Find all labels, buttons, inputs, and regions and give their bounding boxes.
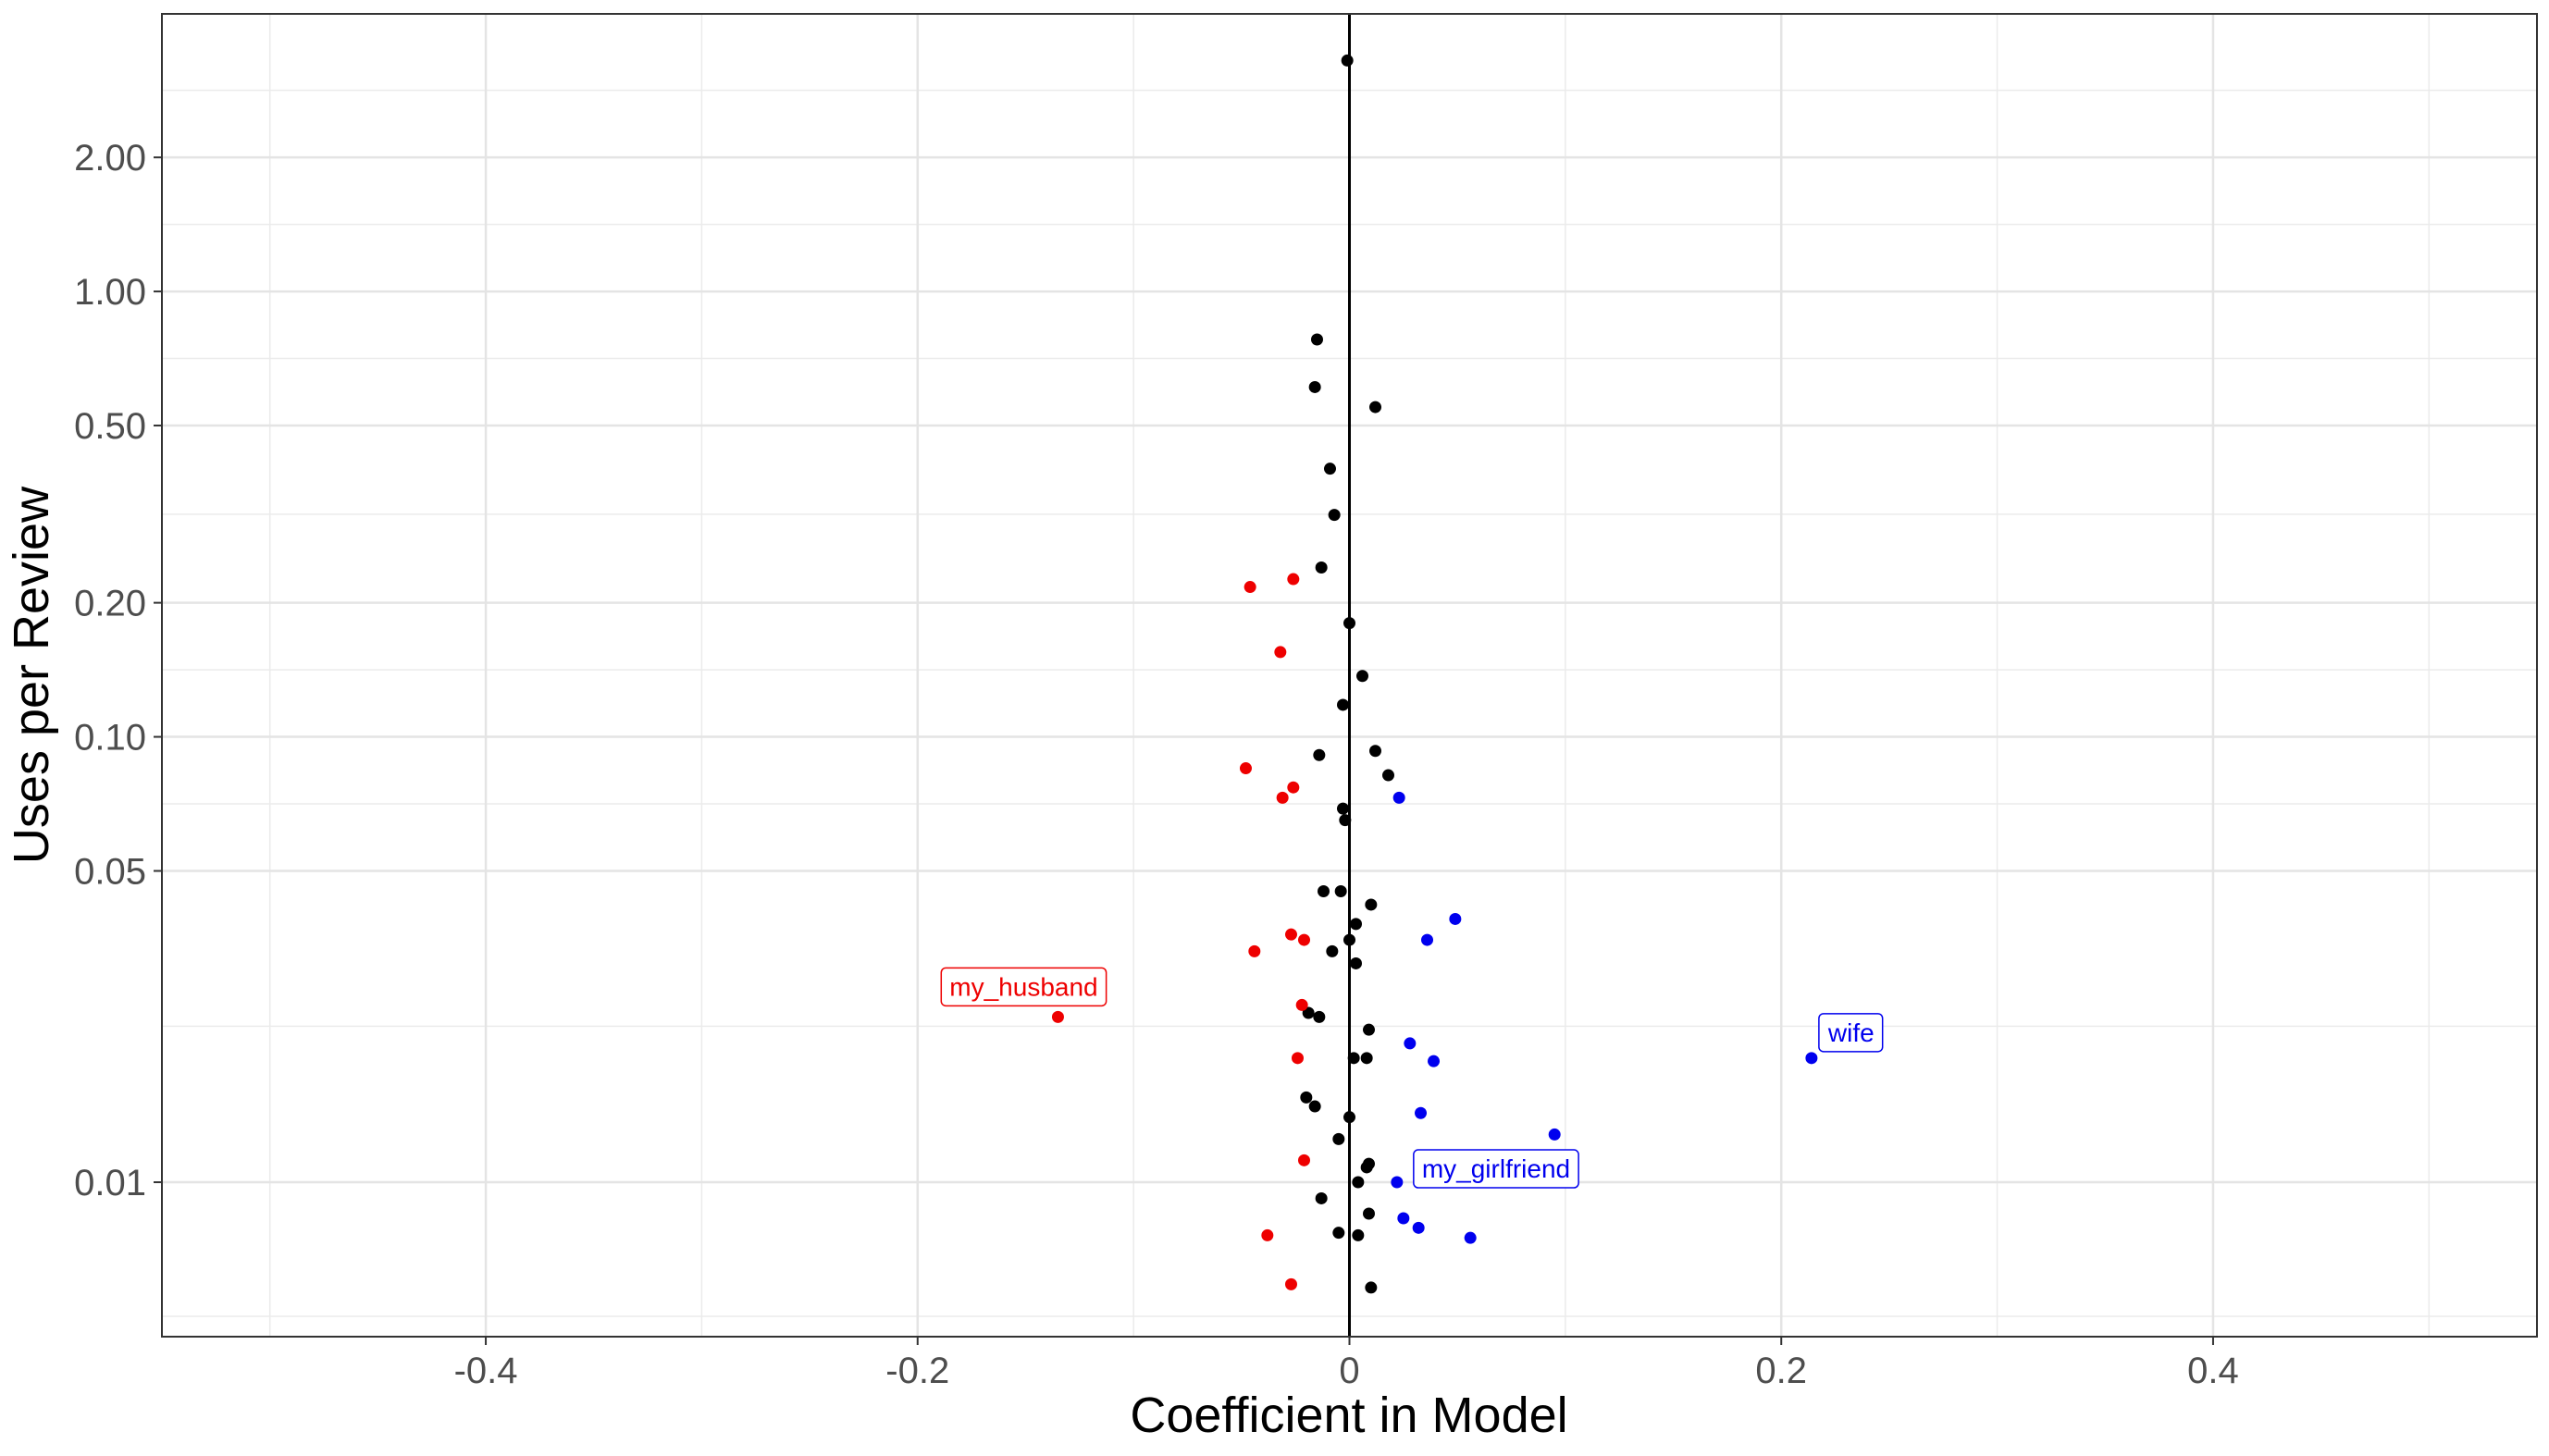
x-tick-label: -0.4 <box>454 1351 518 1391</box>
data-point <box>1412 1221 1425 1234</box>
data-point <box>1328 509 1341 522</box>
y-tick-label: 0.10 <box>74 718 146 759</box>
annotation-box <box>1818 1013 1884 1053</box>
data-point <box>1295 998 1308 1011</box>
data-point <box>1360 1161 1373 1174</box>
data-point <box>1392 791 1405 804</box>
data-point <box>1363 1207 1376 1220</box>
data-point <box>1248 944 1261 957</box>
data-point <box>1343 617 1355 630</box>
y-axis-ticks: 0.01 0.05 0.10 0.20 0.50 1.00 2.00 <box>74 138 162 1203</box>
y-tick-label: 1.00 <box>74 272 146 313</box>
data-point <box>1291 1052 1304 1065</box>
data-point <box>1347 1052 1360 1065</box>
data-point <box>1287 573 1300 586</box>
data-point <box>1365 898 1378 911</box>
data-point <box>1310 333 1323 346</box>
data-point <box>1244 581 1256 594</box>
data-point <box>1464 1231 1477 1244</box>
data-point <box>1397 1212 1410 1225</box>
data-point <box>1449 912 1462 925</box>
data-point <box>1360 1052 1373 1065</box>
data-point <box>1365 1281 1378 1294</box>
data-point <box>1313 748 1326 761</box>
y-tick-label: 0.01 <box>74 1163 146 1203</box>
data-point <box>1332 1132 1345 1145</box>
data-point <box>1341 54 1354 67</box>
data-point <box>1382 769 1395 782</box>
y-tick-label: 0.20 <box>74 584 146 624</box>
data-point <box>1350 956 1363 969</box>
data-point <box>1352 1228 1365 1241</box>
x-tick-label: 0.4 <box>2187 1351 2239 1391</box>
data-point <box>1300 1091 1313 1104</box>
annotation-text: my_husband <box>949 972 1097 1001</box>
minor-gridlines-x <box>268 14 2431 1337</box>
data-point <box>1356 670 1369 683</box>
data-point <box>1284 928 1297 941</box>
data-point <box>1343 933 1355 946</box>
data-point <box>1336 698 1349 711</box>
data-point <box>1352 1176 1365 1189</box>
data-point <box>1317 885 1330 898</box>
data-point <box>1363 1023 1376 1036</box>
data-point <box>1369 745 1382 758</box>
data-point <box>1239 762 1252 775</box>
x-tick-label: 0 <box>1339 1351 1359 1391</box>
data-point <box>1284 1277 1297 1290</box>
data-point <box>1315 1191 1328 1204</box>
data-point <box>1287 781 1300 794</box>
data-point <box>1326 944 1339 957</box>
y-tick-label: 0.50 <box>74 406 146 447</box>
data-point <box>1339 814 1352 827</box>
data-point <box>1428 1055 1441 1067</box>
data-point <box>1350 918 1363 931</box>
data-point <box>1297 933 1310 946</box>
x-tick-label: 0.2 <box>1755 1351 1807 1391</box>
data-point <box>1315 561 1328 574</box>
data-point <box>1276 791 1289 804</box>
data-point <box>1369 401 1382 413</box>
x-tick-label: -0.2 <box>885 1351 949 1391</box>
data-point <box>1323 463 1336 475</box>
annotation-box <box>1413 1149 1579 1189</box>
data-point <box>1415 1106 1428 1119</box>
data-point <box>1308 1100 1321 1113</box>
data-point <box>1051 1010 1064 1023</box>
y-axis-title: Uses per Review <box>4 486 59 864</box>
data-point <box>1297 1154 1310 1166</box>
annotation-label: wife <box>1818 1013 1884 1053</box>
data-point <box>1308 380 1321 393</box>
data-point <box>1404 1037 1417 1050</box>
data-point <box>1421 933 1434 946</box>
data-point <box>1343 1111 1355 1124</box>
data-points <box>1051 54 1818 1294</box>
y-tick-label: 2.00 <box>74 138 146 179</box>
annotation-box <box>940 967 1107 1007</box>
data-point <box>1548 1128 1561 1141</box>
data-point <box>1805 1052 1818 1065</box>
data-point <box>1334 885 1347 898</box>
y-tick-label: 0.05 <box>74 851 146 892</box>
annotation-label: my_girlfriend <box>1413 1149 1579 1189</box>
x-axis-ticks: -0.4 -0.2 0 0.2 0.4 <box>454 1337 2239 1391</box>
annotation-text: wife <box>1827 1018 1875 1047</box>
data-point <box>1274 646 1287 659</box>
data-point <box>1313 1010 1326 1023</box>
annotation-text: my_girlfriend <box>1422 1154 1570 1183</box>
data-point <box>1391 1176 1404 1189</box>
annotation-label: my_husband <box>940 967 1107 1007</box>
data-point <box>1336 802 1349 815</box>
data-point <box>1332 1227 1345 1240</box>
x-axis-title: Coefficient in Model <box>1130 1388 1567 1443</box>
data-point <box>1261 1228 1274 1241</box>
